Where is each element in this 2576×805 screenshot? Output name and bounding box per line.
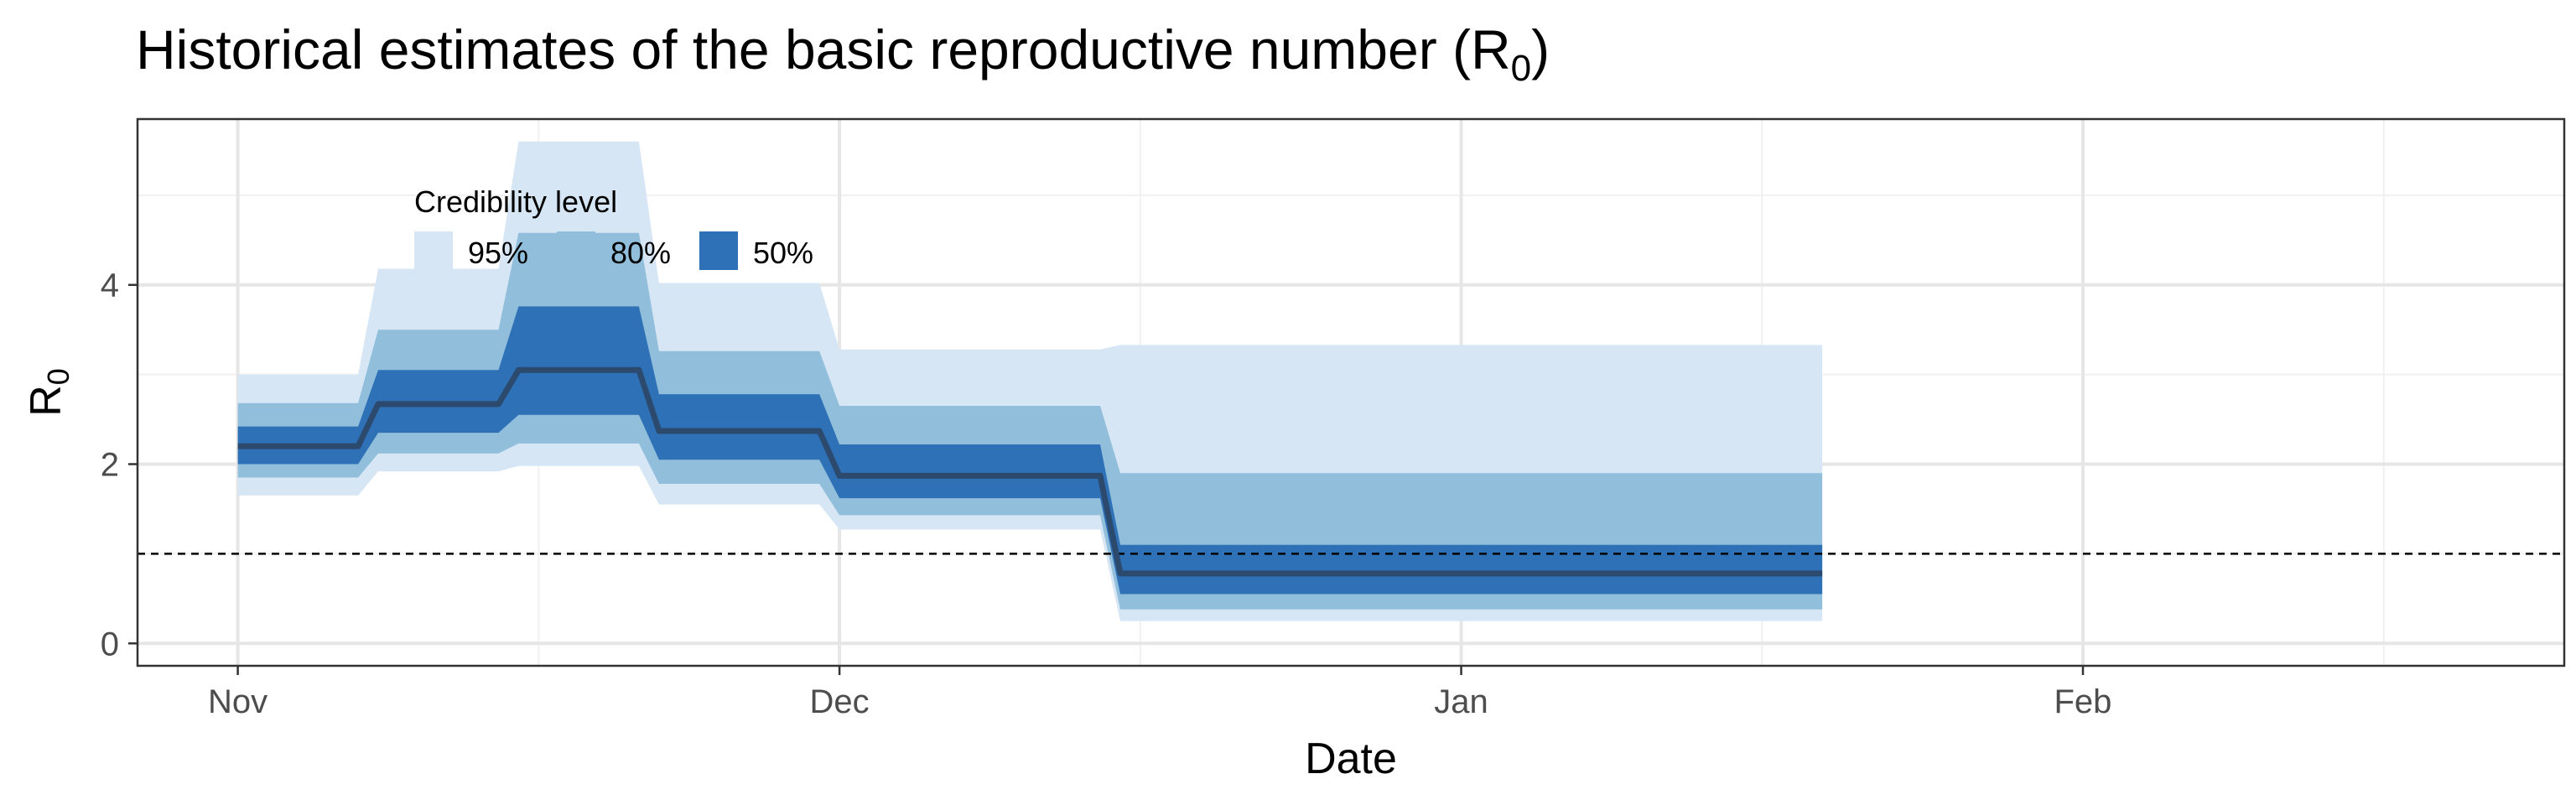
x-axis-title: Date [1305,735,1397,783]
x-tick-label: Jan [1434,683,1488,720]
chart-title-main: Historical estimates of the basic reprod… [136,18,1511,80]
y-tick-label: 4 [101,267,119,304]
y-tick-label: 0 [101,626,119,662]
median-line [237,366,1823,577]
chart-title-suffix: ) [1531,18,1550,80]
x-tick-label: Nov [208,683,267,720]
y-axis-title-main: R [22,385,70,417]
legend-label-80: 80% [610,236,671,270]
x-tick-label: Feb [2054,683,2112,720]
legend: Credibility level 95% 80% 50% [414,184,813,270]
y-axis-title: R0 [22,368,75,417]
credibility-ribbons [237,141,1823,621]
legend-title: Credibility level [414,184,617,219]
legend-label-50: 50% [753,236,813,270]
legend-swatch-95 [414,231,453,270]
ribbon-50 [237,306,1823,595]
axes: Nov Dec Jan Feb 0 2 4 [101,267,2112,720]
y-axis-title-subscript: 0 [41,368,75,385]
chart-title-subscript: 0 [1511,48,1531,89]
legend-swatch-80 [557,231,595,270]
plot-panel-border [136,117,2566,667]
median-estimate-group [237,366,1823,577]
chart-title: Historical estimates of the basic reprod… [136,18,1550,89]
y-tick-label: 2 [101,447,119,484]
x-tick-label: Dec [810,683,870,720]
legend-label-95: 95% [468,236,528,270]
legend-swatch-50 [699,231,738,270]
